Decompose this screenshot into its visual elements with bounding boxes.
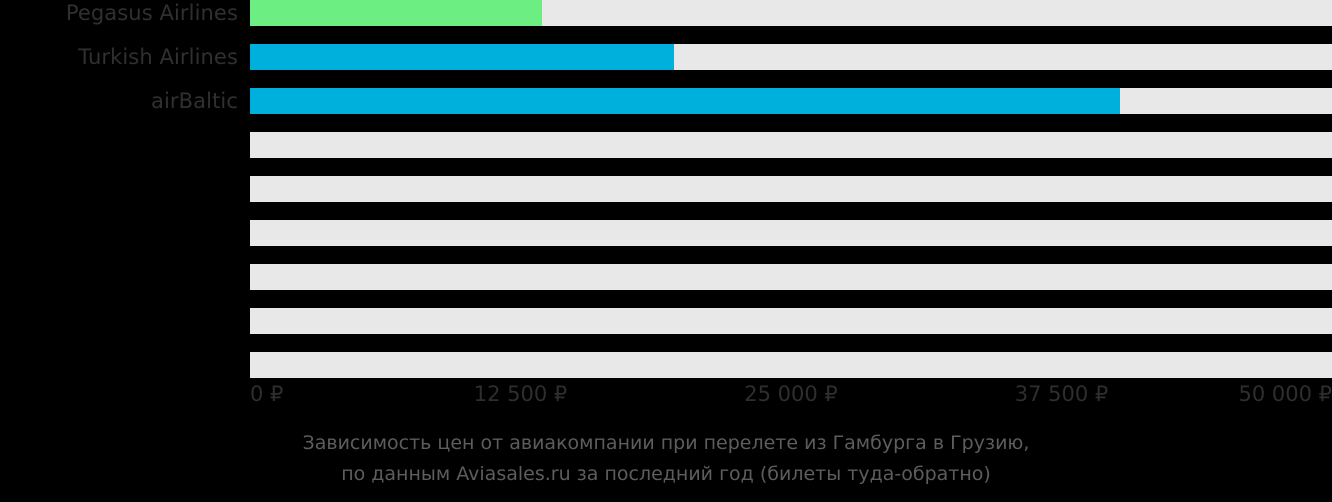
x-axis: 0 ₽ 12 500 ₽ 25 000 ₽ 37 500 ₽ 50 000 ₽ xyxy=(250,378,1332,410)
row-label xyxy=(0,132,238,158)
row-track xyxy=(250,176,1332,202)
chart-row xyxy=(0,352,1332,378)
row-track xyxy=(250,0,1332,26)
row-label xyxy=(0,264,238,290)
row-bar[interactable] xyxy=(250,0,543,26)
row-track xyxy=(250,44,1332,70)
row-bar[interactable] xyxy=(250,88,1120,114)
caption-line-2: по данным Aviasales.ru за последний год … xyxy=(341,463,991,485)
row-label xyxy=(0,176,238,202)
chart-row: airBaltic xyxy=(0,88,1332,114)
axis-tick-label: 12 500 ₽ xyxy=(473,382,568,406)
chart-row: Pegasus Airlines xyxy=(0,0,1332,26)
row-label: Pegasus Airlines xyxy=(65,1,238,25)
axis-tick-label: 25 000 ₽ xyxy=(744,382,838,406)
row-track xyxy=(250,264,1332,290)
row-label: Turkish Airlines xyxy=(78,45,238,69)
row-track xyxy=(250,352,1332,378)
caption-line-1: Зависимость цен от авиакомпании при пере… xyxy=(302,432,1030,454)
bar-rows: Pegasus Airlines Turkish Airlines airBalti… xyxy=(0,0,1332,378)
row-track xyxy=(250,220,1332,246)
chart-row xyxy=(0,264,1332,290)
chart-caption: Зависимость цен от авиакомпании при пере… xyxy=(0,428,1332,490)
row-bar[interactable] xyxy=(250,44,675,70)
chart-row xyxy=(0,132,1332,158)
axis-tick-label: 37 500 ₽ xyxy=(1014,382,1109,406)
row-label xyxy=(0,308,238,334)
axis-tick-label: 0 ₽ xyxy=(250,382,284,406)
chart-row xyxy=(0,176,1332,202)
row-track xyxy=(250,308,1332,334)
axis-tick-label: 50 000 ₽ xyxy=(1238,382,1332,406)
row-track xyxy=(250,132,1332,158)
chart-row: Turkish Airlines xyxy=(0,44,1332,70)
row-label xyxy=(0,352,238,378)
row-track xyxy=(250,88,1332,114)
chart-row xyxy=(0,308,1332,334)
row-label xyxy=(0,220,238,246)
chart-row xyxy=(0,220,1332,246)
row-label: airBaltic xyxy=(151,89,238,113)
